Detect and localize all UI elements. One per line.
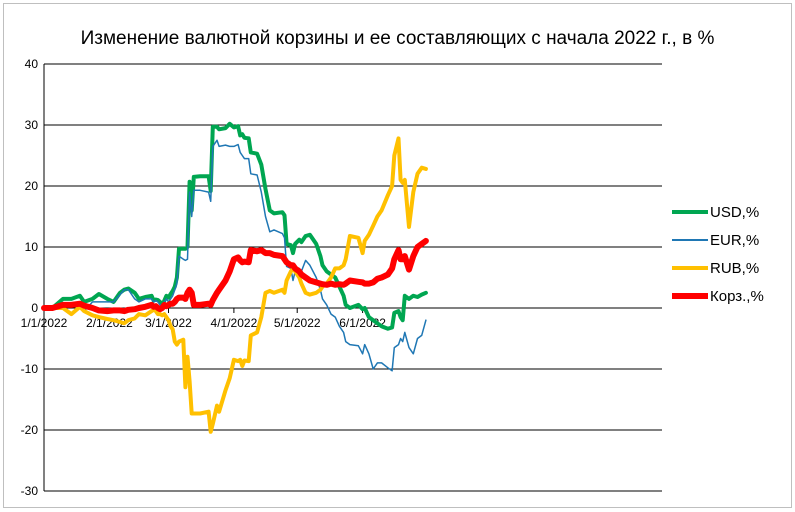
x-tick-label: 2/1/2022 bbox=[86, 316, 133, 330]
series-line-0 bbox=[42, 121, 428, 331]
y-tick-label: 10 bbox=[25, 240, 39, 254]
y-tick-label: 20 bbox=[25, 179, 39, 193]
series-line-3 bbox=[41, 237, 429, 315]
x-tick-label: 5/1/2022 bbox=[274, 316, 321, 330]
y-tick-label: 30 bbox=[25, 118, 39, 132]
y-tick-label: 40 bbox=[25, 57, 39, 71]
legend-label: USD,% bbox=[710, 204, 759, 221]
legend-label: Корз.,% bbox=[710, 288, 764, 305]
chart-title: Изменение валютной корзины и ее составля… bbox=[80, 28, 715, 49]
grid-lines bbox=[44, 63, 662, 492]
y-tick-label: 0 bbox=[31, 301, 38, 315]
legend: USD,% EUR,% RUB,% Корз.,% bbox=[672, 204, 764, 305]
x-tick-label: 1/1/2022 bbox=[21, 316, 68, 330]
series-line-1 bbox=[43, 139, 427, 372]
x-tick-label: 4/1/2022 bbox=[211, 316, 258, 330]
y-tick-label: -10 bbox=[21, 362, 39, 376]
legend-label: RUB,% bbox=[710, 260, 759, 277]
series-line-2 bbox=[42, 136, 428, 434]
y-tick-label: -20 bbox=[21, 423, 39, 437]
y-tick-label: -30 bbox=[21, 484, 39, 498]
legend-label: EUR,% bbox=[710, 232, 759, 249]
series-lines bbox=[41, 121, 429, 434]
